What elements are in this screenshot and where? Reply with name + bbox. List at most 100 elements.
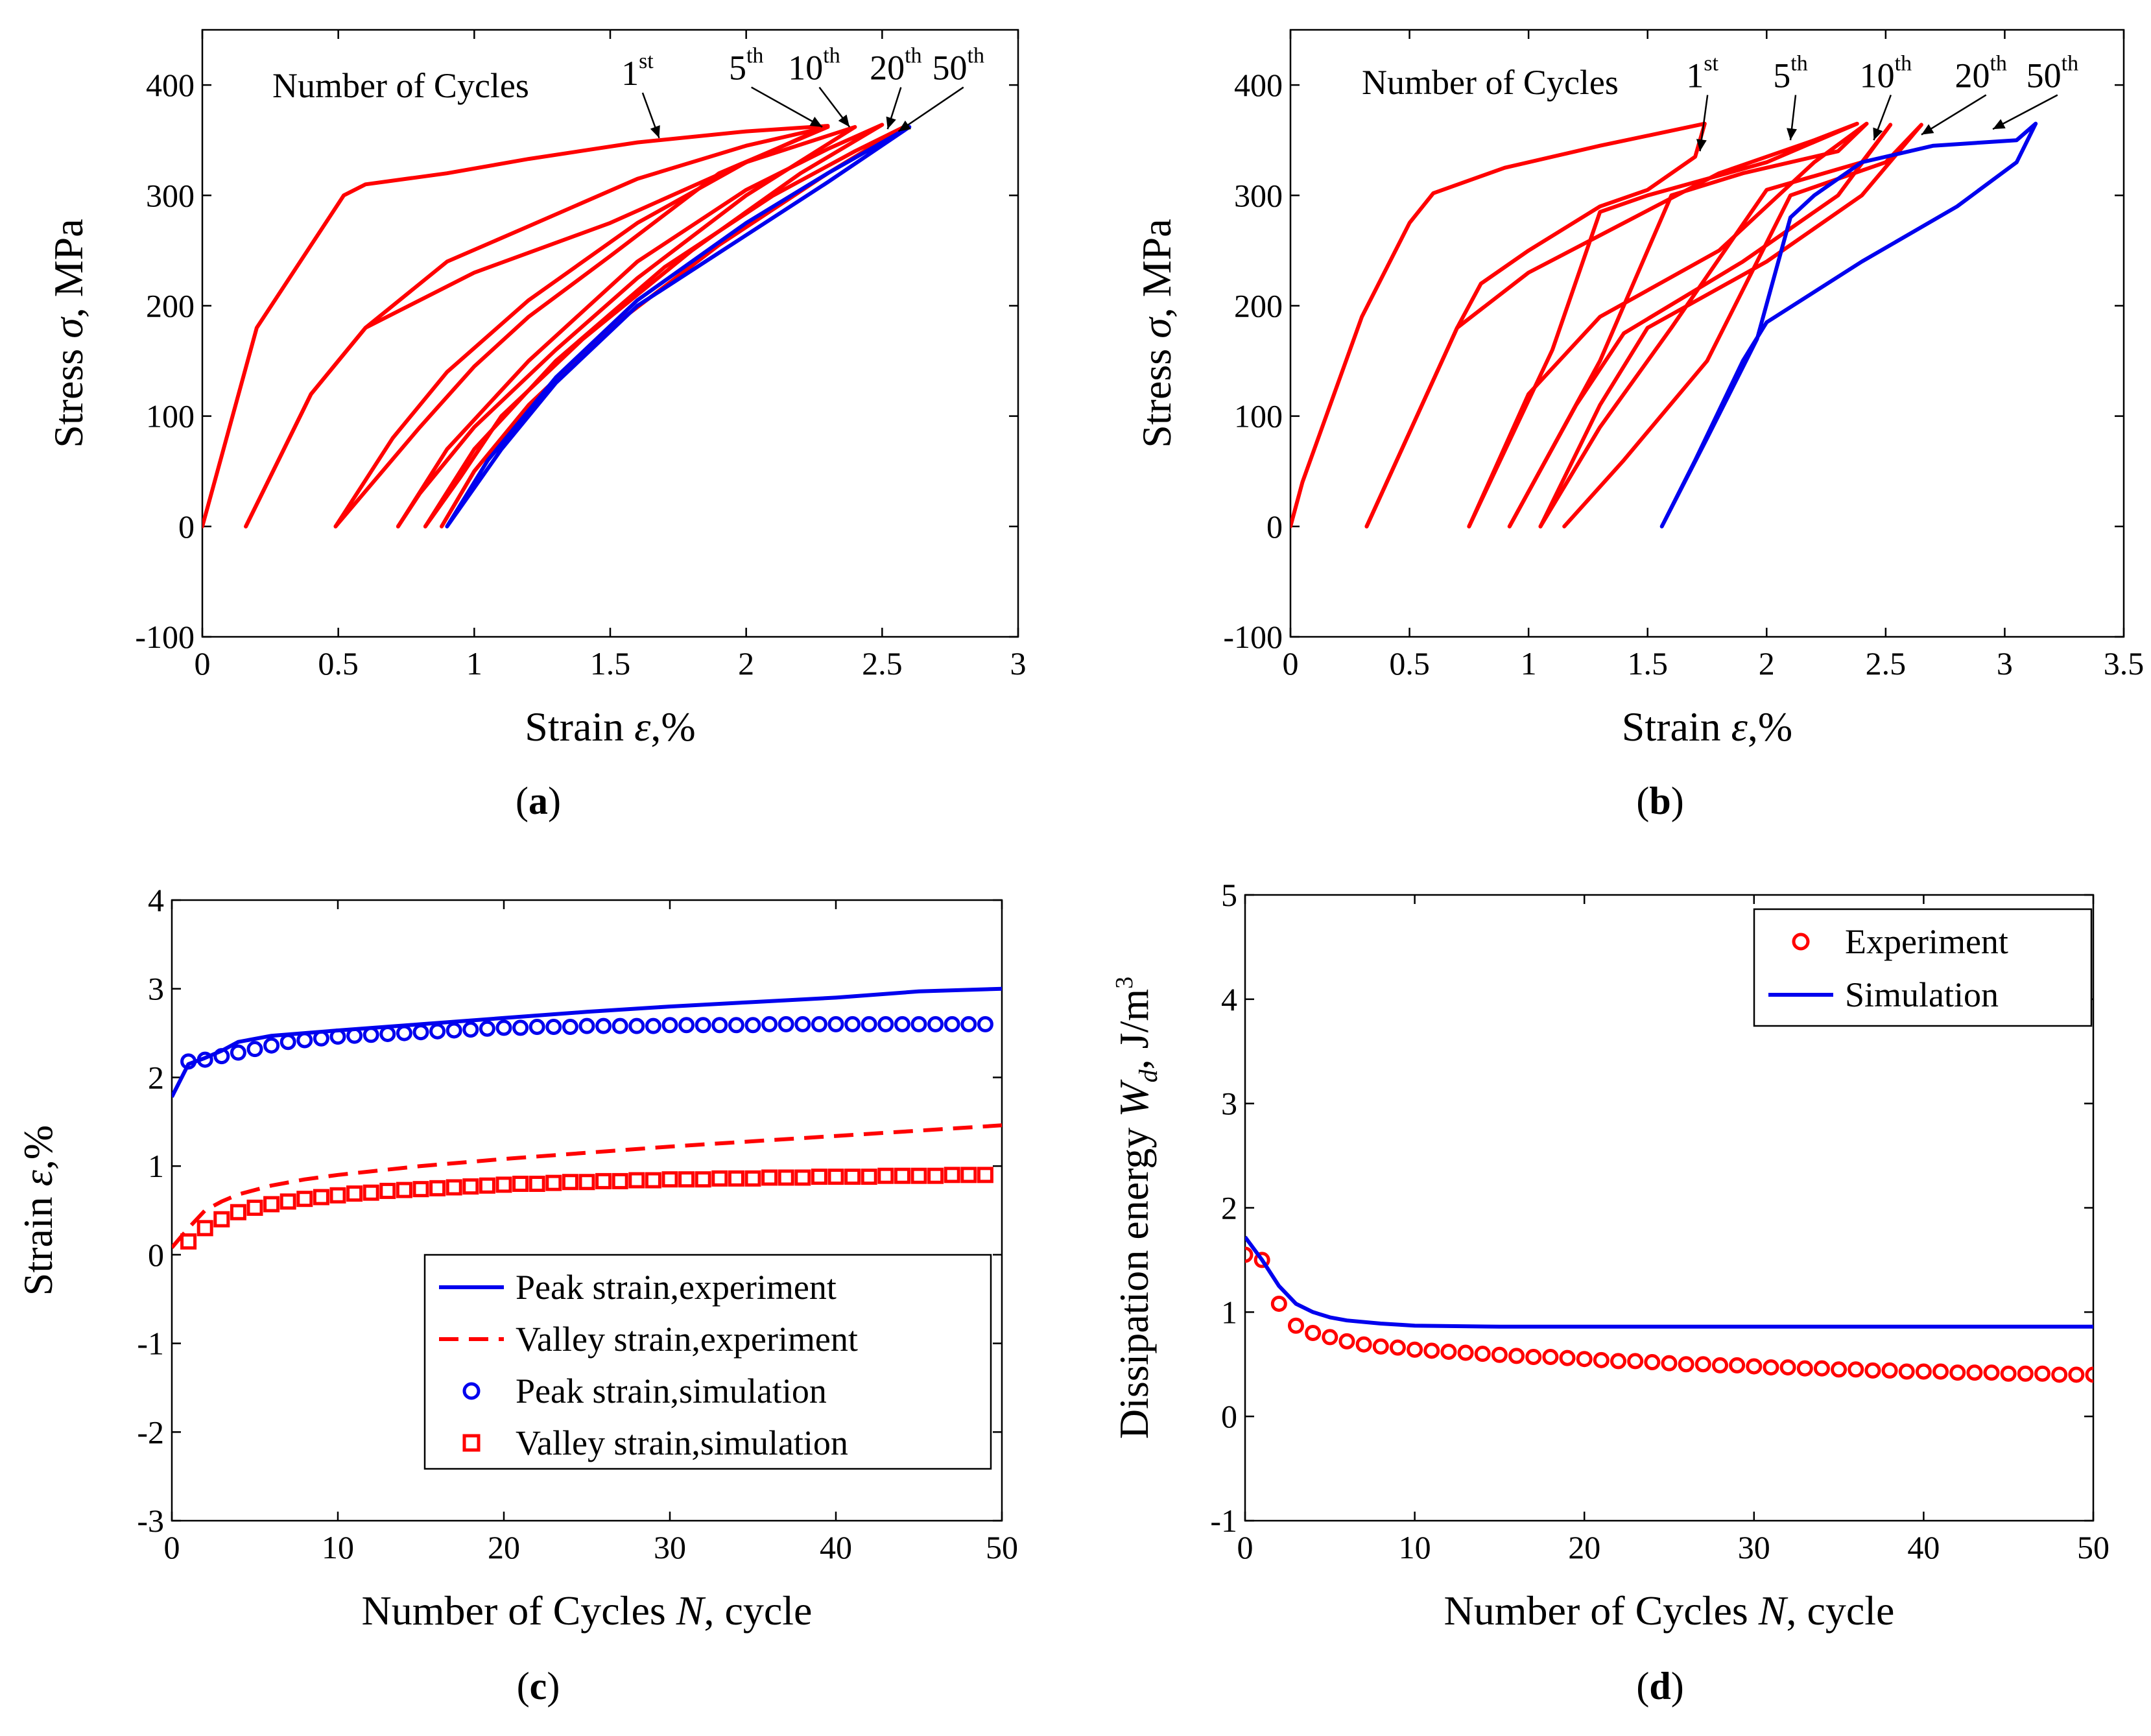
data-point-circle [1474,1346,1491,1362]
annotation-cycle-label: 1st [1686,51,1718,95]
x-tick-label: 0 [195,645,211,682]
data-point-circle [1372,1338,1389,1355]
data-point-circle [595,1017,612,1034]
data-point-square [196,1220,213,1237]
data-point-circle [960,1016,977,1032]
data-point-square [960,1167,977,1183]
data-point-circle [296,1032,313,1049]
hysteresis-loop-cycle-5 [333,125,857,529]
data-point-square [329,1187,346,1204]
data-point-circle [2000,1365,2017,1382]
data-point-square [446,1179,462,1196]
data-point-circle [612,1017,628,1034]
y-tick-label: 100 [1234,398,1283,434]
data-point-square [512,1175,529,1192]
data-point-circle [1694,1356,1711,1373]
x-tick-label: 50 [2077,1529,2109,1565]
y-axis-label-text: Stress [1134,339,1180,448]
data-point-square [844,1169,861,1185]
panel-label: (b) [1636,779,1683,822]
data-point-circle [1254,1252,1270,1268]
legend-box [1753,908,2093,1027]
data-point-circle [1457,1344,1474,1361]
data-point-square [379,1182,396,1199]
data-point-square [595,1172,612,1189]
x-tick-label: 0 [1283,645,1299,682]
data-point-circle [1508,1348,1525,1364]
panel-label-close: ) [1671,1665,1684,1707]
data-point-circle [877,1016,894,1032]
y-tick-label: -3 [137,1503,164,1539]
y-tick-label: 0 [148,1237,164,1273]
data-point-square [695,1171,711,1188]
data-point-circle [1644,1354,1661,1371]
legend-box [423,1254,992,1470]
legend-circle-marker [462,1382,481,1400]
annotation-cycle-label: 10th [1860,51,1912,95]
data-point-circle [1932,1363,1949,1380]
data-point-circle [429,1023,446,1040]
annotation-arrow-head [886,116,896,130]
data-point-circle [1610,1353,1627,1370]
annotation-cycle-suffix: th [1990,51,2006,75]
data-point-square [612,1172,628,1189]
data-point-circle [1491,1346,1508,1363]
y-tick-label: 0 [1266,508,1283,545]
data-point-circle [1355,1336,1372,1353]
data-point-circle [1983,1364,2000,1381]
panel-label-close: ) [547,1665,560,1707]
data-point-circle [462,1021,479,1038]
y-tick-label: 2 [1221,1190,1237,1226]
data-point-circle [1627,1353,1644,1370]
annotation-cycle-number: 20 [870,49,905,88]
data-point-circle [711,1017,728,1034]
plot-area [1290,121,2038,529]
x-tick-label: 30 [654,1529,686,1565]
panel-label-letter: a [529,779,548,822]
data-point-circle [2085,1366,2093,1383]
annotation-arrow-line [1921,94,1987,136]
data-point-square [412,1181,429,1198]
panel-label: (d) [1636,1665,1683,1707]
legend-circle-marker [1792,933,1810,951]
data-point-circle [944,1016,960,1032]
data-point-square [678,1171,695,1188]
y-tick-label: 3 [148,971,164,1007]
data-point-square [861,1169,877,1185]
x-tick-label: 3 [1997,645,2013,682]
panel-label-letter: c [530,1665,547,1707]
annotation-cycle-number: 1 [1686,56,1704,95]
data-point-circle [894,1016,910,1032]
chart-panel-b: 0 0.5 1 1.5 2 2.5 3 3.5-1000100200300400Strain … [1134,29,2144,822]
data-point-circle [811,1016,827,1032]
data-point-circle [1763,1359,1779,1376]
data-point-circle [529,1019,545,1036]
y-axis-label: Dissipation energy Wd, J/m3 [1111,977,1163,1439]
data-point-circle [1915,1363,1932,1380]
data-point-circle [977,1016,993,1032]
data-point-circle [1245,1246,1254,1263]
y-tick-label: 400 [146,67,195,103]
y-tick-label: -1 [137,1326,164,1362]
y-axis-label: Strain ε,% [15,1125,61,1296]
x-axis-label-text: Number of Cycles [362,1587,676,1634]
data-point-circle [1779,1359,1796,1376]
data-point-square [894,1167,910,1184]
data-point-circle [778,1016,794,1032]
annotation-arrow-line [1992,94,2058,130]
legend-square-marker [462,1434,481,1452]
data-point-circle [346,1027,363,1044]
data-point-circle [196,1051,213,1068]
data-point-circle [1322,1329,1338,1346]
data-point-circle [1389,1339,1406,1356]
annotation-cycle-number: 10 [1860,56,1895,95]
plot-area [172,986,1002,1250]
annotation-cycle-label: 1st [621,49,654,93]
data-point-circle [412,1024,429,1041]
y-tick-label: 400 [1234,67,1283,103]
data-point-circle [1796,1360,1813,1377]
annotation-arrow-head [1921,124,1934,135]
data-point-square [661,1171,678,1188]
x-axis-label-unit: ,% [650,704,695,750]
data-point-square [877,1167,894,1184]
